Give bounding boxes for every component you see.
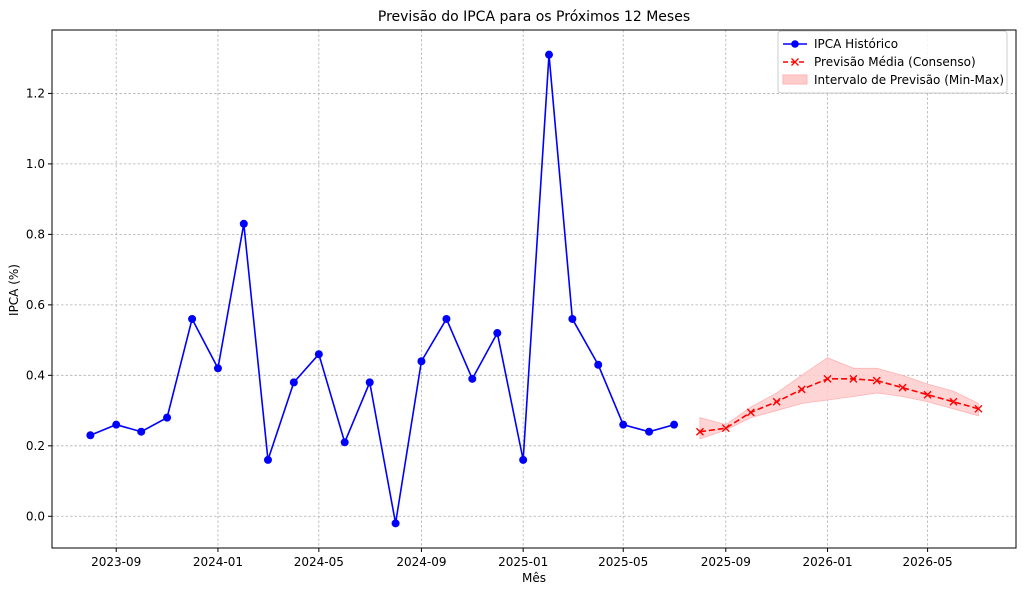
x-tick-label: 2023-09	[91, 555, 141, 569]
forecast-point	[872, 376, 881, 385]
historic-point	[112, 420, 121, 429]
historic-point	[645, 427, 654, 436]
series-layer	[86, 50, 983, 528]
historic-point	[213, 364, 222, 373]
forecast-point	[721, 424, 730, 433]
legend: IPCA Histórico Previsão Média (Consenso)…	[777, 30, 1008, 94]
historic-point	[493, 329, 502, 338]
forecast-mean-line	[699, 378, 979, 433]
legend-box	[777, 30, 1008, 94]
historic-point	[163, 413, 172, 422]
historic-point	[263, 455, 272, 464]
tick-layer: 2023-09 2024-01 2024-05 2024-09 2025-01 2025-…	[26, 86, 953, 569]
x-tick-label: 2025-09	[701, 555, 751, 569]
historic-point	[670, 420, 679, 429]
y-tick-label: 0.6	[26, 298, 45, 312]
forecast-point	[797, 385, 806, 394]
forecast-point	[949, 397, 958, 406]
historic-point	[137, 427, 146, 436]
historic-point	[391, 519, 400, 528]
legend-forecast-label: Previsão Média (Consenso)	[814, 55, 976, 69]
y-tick-label: 0.8	[26, 227, 45, 241]
forecast-point	[923, 390, 932, 399]
legend-forecast-marker	[791, 58, 799, 66]
historic-point	[239, 219, 248, 228]
historic-point	[188, 314, 197, 323]
y-tick-label: 0.2	[26, 439, 45, 453]
x-tick-label: 2025-01	[498, 555, 548, 569]
forecast-point	[849, 374, 858, 383]
plot-frame	[51, 29, 1017, 549]
historic-point	[568, 314, 577, 323]
y-tick-label: 1.0	[26, 157, 45, 171]
forecast-point	[823, 374, 832, 383]
forecast-point	[746, 408, 755, 417]
y-tick-label: 0.0	[26, 509, 45, 523]
historic-point	[545, 50, 554, 59]
x-axis-title: Mês	[522, 571, 546, 585]
historic-point	[365, 378, 374, 387]
legend-historic-label: IPCA Histórico	[814, 37, 898, 51]
x-tick-label: 2024-09	[396, 555, 446, 569]
historic-point	[468, 374, 477, 383]
historic-point	[289, 378, 298, 387]
historic-point	[417, 357, 426, 366]
forecast-point	[898, 383, 907, 392]
chart-title: Previsão do IPCA para os Próximos 12 Mes…	[378, 9, 690, 25]
x-tick-label: 2024-05	[294, 555, 344, 569]
historic-point	[340, 438, 349, 447]
historic-ipca-line	[90, 53, 675, 525]
forecast-interval-band	[699, 357, 979, 440]
historic-point	[314, 350, 323, 359]
historic-point	[442, 314, 451, 323]
legend-band-swatch	[782, 74, 808, 85]
y-tick-label: 1.2	[26, 86, 45, 100]
x-tick-label: 2026-05	[903, 555, 953, 569]
forecast-point	[695, 427, 704, 436]
y-tick-label: 0.4	[26, 368, 45, 382]
forecast-point	[772, 397, 781, 406]
band-layer	[699, 357, 979, 440]
historic-point	[619, 420, 628, 429]
legend-historic-marker	[791, 40, 799, 48]
historic-point	[86, 431, 95, 440]
legend-band-label: Intervalo de Previsão (Min-Max)	[814, 73, 1004, 87]
x-tick-label: 2026-01	[802, 555, 852, 569]
x-tick-label: 2024-01	[193, 555, 243, 569]
historic-point	[519, 455, 528, 464]
x-tick-label: 2025-05	[598, 555, 648, 569]
historic-point	[594, 360, 603, 369]
y-axis-title: IPCA (%)	[7, 264, 21, 316]
forecast-point	[974, 404, 983, 413]
